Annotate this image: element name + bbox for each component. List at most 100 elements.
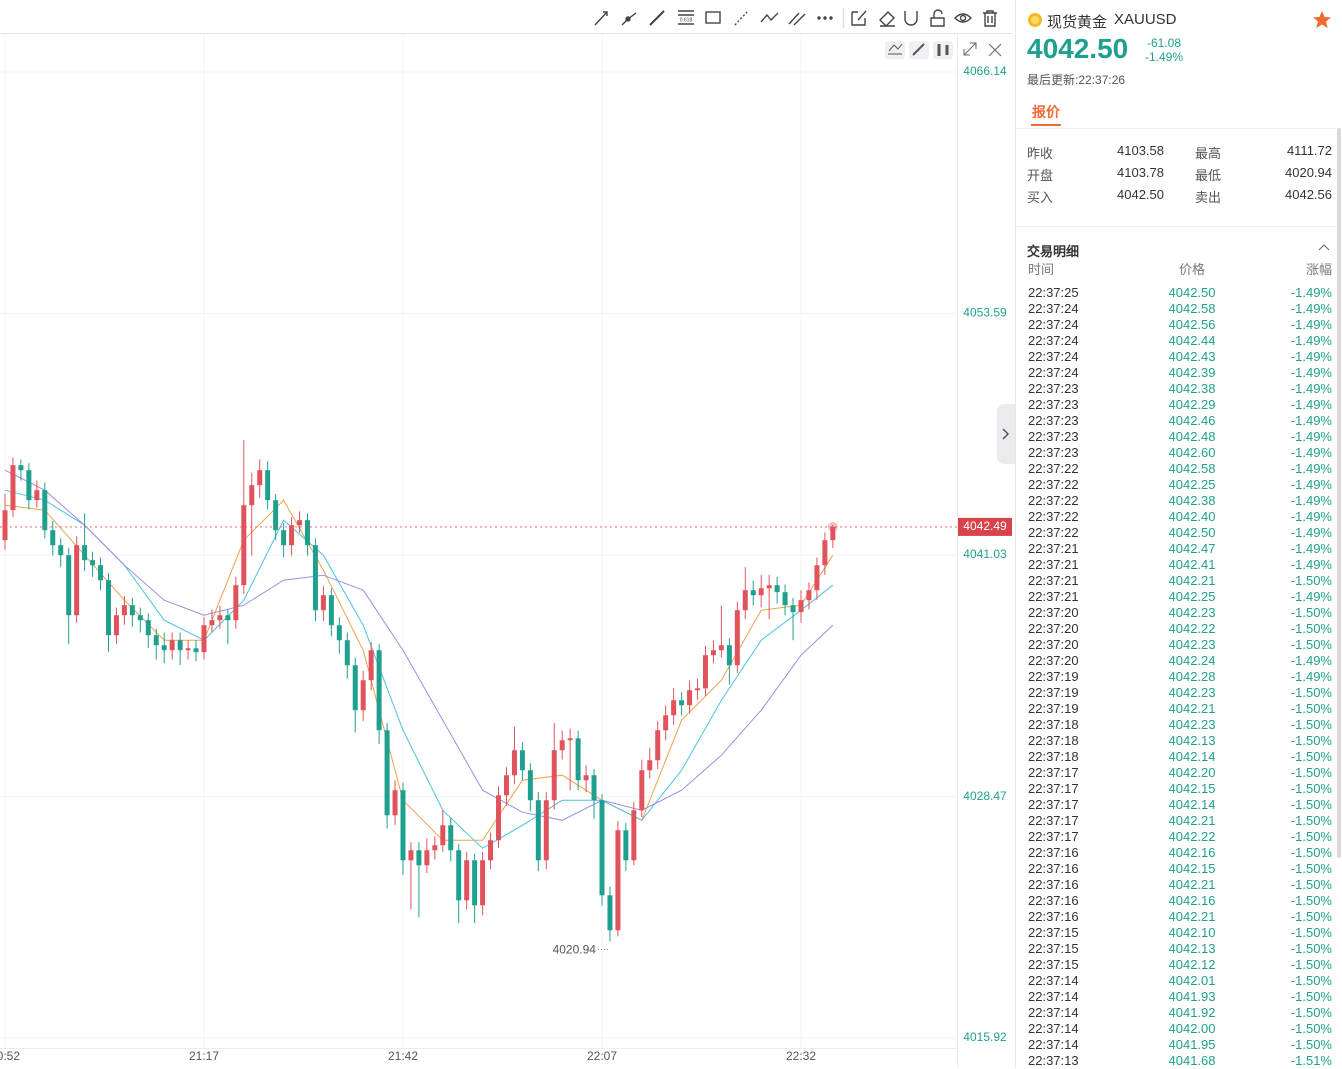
tool-eraser[interactable] [879,11,895,27]
candle-body [82,545,88,561]
candle-body [328,595,334,626]
trade-time: 22:37:21 [1028,541,1079,556]
trade-change: -1.50% [1290,893,1332,908]
trade-time: 22:37:21 [1028,573,1079,588]
collapse-icon[interactable] [1317,241,1331,253]
pane-buttons[interactable] [885,41,1002,59]
trade-price: 4042.23 [1168,637,1216,652]
tool-arrow[interactable] [594,11,608,26]
tool-dash[interactable] [734,11,748,26]
column-header: 价格 [1178,262,1205,277]
trade-price: 4042.23 [1168,717,1216,732]
quote-tab[interactable]: 报价 [1032,104,1060,120]
trade-row: 22:37:19 4042.21 -1.50% [1028,701,1332,717]
trade-row: 22:37:20 4042.23 -1.50% [1028,605,1332,621]
trade-change: -1.49% [1290,413,1332,428]
trade-change: -1.49% [1290,509,1332,524]
tool-magnet[interactable] [904,11,918,26]
trade-change: -1.49% [1290,365,1332,380]
stat-value: 4103.78 [1117,165,1164,180]
candle-body [766,585,772,589]
trade-change: -1.50% [1290,813,1332,828]
trade-price: 4041.93 [1168,989,1216,1004]
trade-change: -1.50% [1290,765,1332,780]
candle-body [225,615,231,621]
trade-row: 22:37:18 4042.23 -1.50% [1028,717,1332,733]
trade-row: 22:37:17 4042.21 -1.50% [1028,813,1332,829]
tool-channel[interactable] [788,12,806,26]
trade-change: -1.49% [1290,653,1332,668]
trade-row: 22:37:15 4042.10 -1.50% [1028,925,1332,941]
candle-body [432,845,438,851]
tool-fib[interactable] [678,10,694,25]
candle-body [129,605,135,616]
trade-change: -1.50% [1290,941,1332,956]
tool-rect[interactable] [705,11,721,24]
x-tick-label: 21:42 [388,1049,418,1063]
stat-value: 4042.50 [1117,187,1164,202]
trade-time: 22:37:17 [1028,765,1079,780]
trade-time: 22:37:14 [1028,1037,1079,1052]
trade-change: -1.50% [1290,877,1332,892]
tool-ray[interactable] [649,10,665,26]
panel-toggle[interactable] [997,404,1015,464]
toolbar[interactable] [594,8,997,28]
trade-price: 4042.20 [1168,765,1216,780]
trade-price: 4042.12 [1168,957,1216,972]
trade-change: -1.49% [1290,589,1332,604]
trade-row: 22:37:18 4042.14 -1.50% [1028,749,1332,765]
trade-row: 22:37:22 4042.38 -1.49% [1028,493,1332,509]
trade-row: 22:37:18 4042.13 -1.50% [1028,733,1332,749]
candle-body [90,560,96,566]
moving-average [4,469,834,821]
candle-body [663,715,669,731]
candle-body [297,520,303,526]
trade-time: 22:37:23 [1028,429,1079,444]
candle-body [750,590,756,596]
candle-body [702,655,708,689]
trade-row: 22:37:15 4042.13 -1.50% [1028,941,1332,957]
candle-body [10,465,16,511]
quote-symbol: XAUUSD [1114,11,1177,28]
tool-edit[interactable] [851,10,867,26]
trade-price: 4042.23 [1168,605,1216,620]
trade-time: 22:37:14 [1028,989,1079,1004]
trade-row: 22:37:21 4042.21 -1.50% [1028,573,1332,589]
tool-eye[interactable] [954,13,972,23]
tab-underline [1031,124,1061,126]
candle-body [408,850,414,861]
tool-wave[interactable] [760,12,779,23]
last-price-tag [958,517,1012,536]
column-header: 时间 [1028,262,1055,277]
trade-price: 4042.47 [1168,541,1216,556]
trade-price: 4042.14 [1168,797,1216,812]
candle-body [734,610,740,666]
trade-price: 4042.21 [1168,877,1216,892]
candle-body [806,590,812,601]
candle-body [527,770,533,801]
trade-row: 22:37:24 4042.56 -1.49% [1028,317,1332,333]
trade-row: 22:37:16 4042.16 -1.50% [1028,893,1332,909]
candle-body [153,635,159,646]
candle-body [543,800,549,861]
scrollbar[interactable] [1337,128,1341,858]
trade-time: 22:37:24 [1028,333,1079,348]
chart-bg [0,0,1012,1068]
stat-label: 最低 [1195,168,1222,183]
trade-change: -1.50% [1290,1005,1332,1020]
candle-body [74,545,80,616]
candle-body [281,530,287,546]
trade-change: -1.50% [1290,957,1332,972]
tool-lock[interactable] [930,9,945,27]
tool-delete[interactable] [983,10,997,27]
trade-time: 22:37:23 [1028,445,1079,460]
candle-body [679,700,685,706]
candle-body [559,740,565,751]
candle-body [424,850,430,866]
y-tick-label: 4028.47 [963,789,1007,803]
trade-price: 4042.00 [1168,1021,1216,1036]
gold-icon [1028,13,1042,27]
trade-price: 4042.38 [1168,493,1216,508]
trade-time: 22:37:22 [1028,493,1079,508]
favorite-star[interactable] [1312,10,1332,30]
